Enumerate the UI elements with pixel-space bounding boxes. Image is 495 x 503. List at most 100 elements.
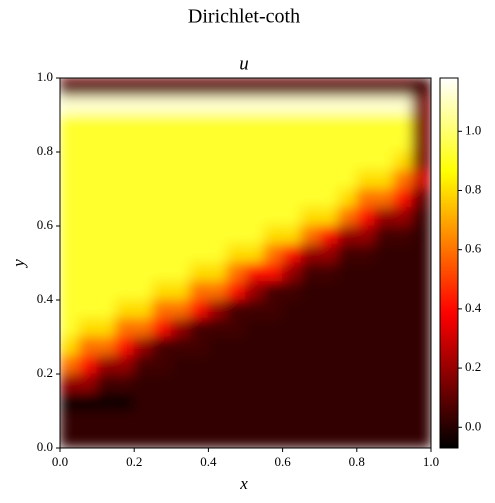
heatmap-cell — [282, 188, 302, 208]
heatmap-cell — [60, 96, 80, 116]
heatmap-cell — [189, 299, 209, 319]
heatmap-cell — [152, 170, 172, 190]
heatmap-cell — [207, 96, 228, 116]
heatmap-cell — [263, 429, 284, 448]
heatmap-cell — [337, 281, 358, 301]
x-tick-label: 0.6 — [274, 454, 291, 469]
heatmap-cell — [115, 281, 135, 301]
heatmap-cell — [152, 318, 172, 338]
heatmap-cell — [263, 188, 284, 208]
heatmap-cell — [60, 355, 80, 375]
heatmap-cell — [96, 170, 117, 190]
heatmap-cell — [282, 336, 302, 356]
heatmap-cell — [282, 281, 302, 301]
heatmap-cell — [245, 373, 265, 393]
heatmap-cell — [282, 151, 302, 171]
heatmap-cell — [96, 336, 117, 356]
heatmap-cell — [133, 392, 154, 412]
heatmap-cell — [78, 429, 98, 448]
heatmap-cell — [226, 133, 246, 153]
heatmap-cell — [226, 410, 246, 430]
heatmap-cell — [96, 244, 117, 264]
heatmap-cell — [96, 281, 117, 301]
heatmap-cell — [319, 429, 339, 448]
heatmap-cell — [282, 114, 302, 134]
heatmap-cell — [207, 244, 228, 264]
heatmap-cell — [245, 410, 265, 430]
heatmap-cell — [245, 225, 265, 245]
heatmap-cell — [300, 133, 321, 153]
colorbar-tick-label: 0.6 — [465, 241, 482, 256]
heatmap-cell — [319, 318, 339, 338]
y-tick-label: 0.6 — [37, 217, 54, 232]
heatmap-cell — [78, 318, 98, 338]
x-tick-label: 0.4 — [200, 454, 217, 469]
heatmap-cell — [300, 355, 321, 375]
heatmap-cell — [115, 170, 135, 190]
heatmap-cell — [115, 151, 135, 171]
heatmap-cell — [96, 207, 117, 227]
heatmap-cell — [115, 373, 135, 393]
heatmap-cell — [170, 151, 191, 171]
heatmap-cell — [78, 225, 98, 245]
heatmap-cell — [170, 336, 191, 356]
heatmap-cell — [152, 281, 172, 301]
heatmap-cell — [356, 170, 376, 190]
x-tick-label: 0.8 — [349, 454, 365, 469]
heatmap-cell — [300, 336, 321, 356]
heatmap-cell — [319, 373, 339, 393]
heatmap-cell — [411, 207, 431, 227]
heatmap-cell — [170, 299, 191, 319]
heatmap-cell — [152, 78, 172, 97]
heatmap-cell — [263, 299, 284, 319]
heatmap-cell — [170, 188, 191, 208]
heatmap-cell — [300, 281, 321, 301]
heatmap-cell — [411, 429, 431, 448]
heatmap-cell — [133, 410, 154, 430]
heatmap-cell — [115, 429, 135, 448]
heatmap-cell — [207, 114, 228, 134]
heatmap-cell — [189, 96, 209, 116]
heatmap-cell — [411, 262, 431, 282]
heatmap-cell — [337, 336, 358, 356]
heatmap-cell — [337, 114, 358, 134]
heatmap-cell — [189, 429, 209, 448]
heatmap-cell — [393, 78, 413, 97]
heatmap-cell — [356, 355, 376, 375]
heatmap-cell — [170, 114, 191, 134]
heatmap-cell — [337, 133, 358, 153]
heatmap-cell — [115, 392, 135, 412]
heatmap-cell — [152, 299, 172, 319]
heatmap-cell — [300, 392, 321, 412]
heatmap-cell — [393, 188, 413, 208]
heatmap-cell — [189, 336, 209, 356]
colorbar-tick-label: 1.0 — [465, 122, 481, 137]
heatmap-cell — [60, 299, 80, 319]
heatmap-cell — [263, 96, 284, 116]
heatmap-cell — [115, 355, 135, 375]
heatmap-cell — [356, 299, 376, 319]
heatmap-cell — [133, 170, 154, 190]
heatmap-cell — [245, 114, 265, 134]
heatmap-cell — [245, 188, 265, 208]
heatmap-cell — [374, 318, 395, 338]
heatmap-cell — [263, 225, 284, 245]
heatmap-cell — [207, 133, 228, 153]
heatmap-cell — [245, 133, 265, 153]
heatmap-cell — [374, 114, 395, 134]
heatmap-cell — [282, 373, 302, 393]
subplot-title: u — [239, 53, 249, 74]
heatmap-cell — [245, 151, 265, 171]
heatmap-cell — [282, 392, 302, 412]
heatmap-cell — [60, 133, 80, 153]
heatmap-cell — [96, 133, 117, 153]
heatmap-cell — [411, 151, 431, 171]
heatmap-cell — [393, 281, 413, 301]
heatmap-cell — [245, 170, 265, 190]
heatmap-cell — [78, 244, 98, 264]
heatmap-cell — [96, 299, 117, 319]
heatmap-cell — [96, 392, 117, 412]
heatmap-cell — [356, 410, 376, 430]
heatmap-cell — [411, 410, 431, 430]
heatmap-cell — [96, 410, 117, 430]
